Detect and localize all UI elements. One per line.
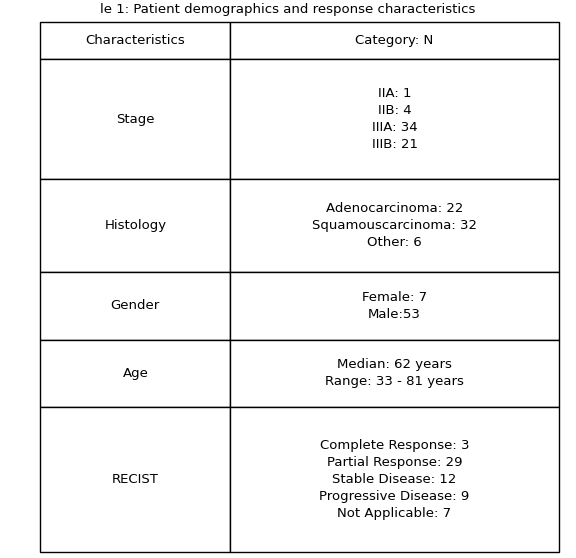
Bar bbox=[230, 22, 559, 59]
Text: le 1: Patient demographics and response characteristics: le 1: Patient demographics and response … bbox=[100, 3, 476, 16]
Text: Characteristics: Characteristics bbox=[85, 35, 185, 47]
Bar bbox=[230, 272, 559, 340]
Text: Stage: Stage bbox=[116, 113, 154, 126]
Text: Adenocarcinoma: 22
Squamouscarcinoma: 32
Other: 6: Adenocarcinoma: 22 Squamouscarcinoma: 32… bbox=[312, 202, 477, 249]
Text: IIA: 1
IIB: 4
IIIA: 34
IIIB: 21: IIA: 1 IIB: 4 IIIA: 34 IIIB: 21 bbox=[372, 87, 418, 151]
Bar bbox=[230, 407, 559, 552]
Bar bbox=[40, 59, 230, 179]
Bar bbox=[230, 59, 559, 179]
Bar bbox=[230, 179, 559, 272]
Text: RECIST: RECIST bbox=[112, 473, 159, 486]
Text: Complete Response: 3
Partial Response: 29
Stable Disease: 12
Progressive Disease: Complete Response: 3 Partial Response: 2… bbox=[320, 439, 469, 520]
Text: Gender: Gender bbox=[111, 300, 160, 312]
Bar bbox=[40, 272, 230, 340]
Bar bbox=[230, 340, 559, 407]
Bar bbox=[40, 22, 230, 59]
Text: Age: Age bbox=[123, 367, 148, 380]
Text: Female: 7
Male:53: Female: 7 Male:53 bbox=[362, 291, 427, 321]
Text: Histology: Histology bbox=[104, 219, 166, 232]
Bar bbox=[40, 179, 230, 272]
Bar bbox=[40, 407, 230, 552]
Text: Median: 62 years
Range: 33 - 81 years: Median: 62 years Range: 33 - 81 years bbox=[325, 358, 464, 388]
Bar bbox=[40, 340, 230, 407]
Text: Category: N: Category: N bbox=[355, 35, 434, 47]
